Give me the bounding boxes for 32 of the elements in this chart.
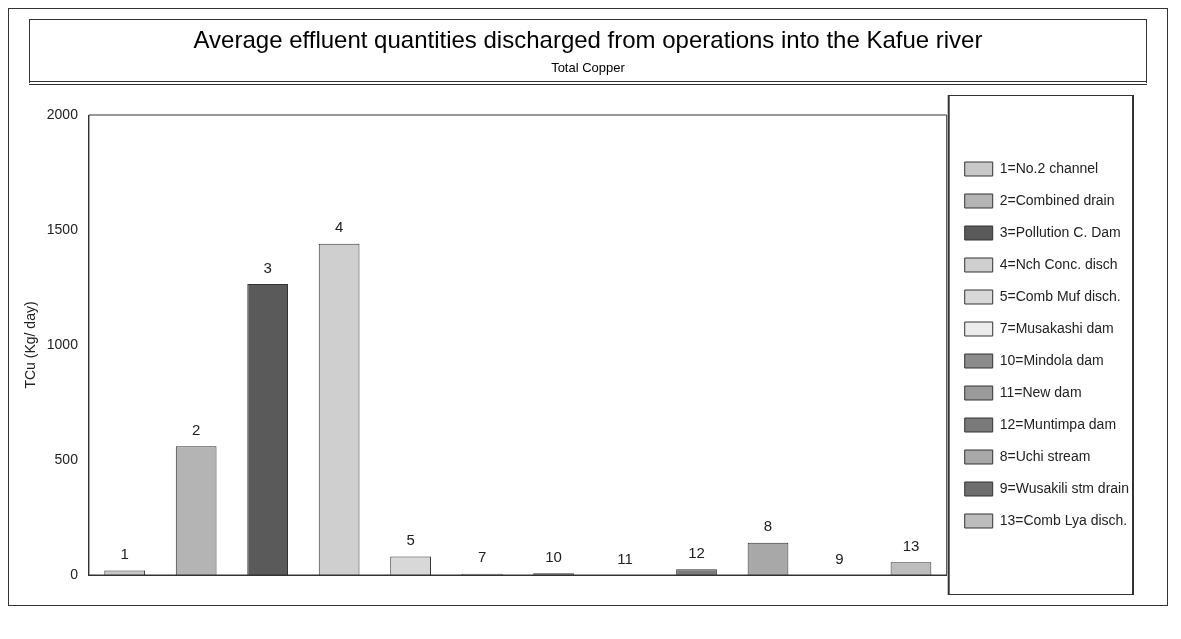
y-tick-label: 2000: [46, 105, 79, 122]
chart-subtitle: Total Copper: [550, 60, 626, 75]
legend-label: 11=New dam: [999, 383, 1082, 400]
x-tick-label: 3: [263, 258, 272, 276]
legend-label: 2=Combined drain: [999, 191, 1115, 208]
legend-label: 5=Comb Muf disch.: [999, 287, 1121, 304]
y-tick-label: 0: [70, 565, 79, 582]
x-tick-label: 10: [545, 547, 562, 565]
x-tick-label: 7: [477, 548, 487, 566]
legend-label: 1=No.2 channel: [999, 159, 1099, 176]
legend-label: 4=Nch Conc. disch: [999, 255, 1118, 272]
legend-label: 13=Comb Lya disch.: [999, 511, 1128, 528]
x-tick-label: 5: [406, 531, 415, 549]
x-tick-label: 12: [688, 543, 705, 561]
chart-title: Average effluent quantities discharged from operations into the Kafue river: [192, 26, 984, 54]
x-tick-label: 4: [334, 218, 344, 236]
x-tick-label: 8: [763, 517, 773, 535]
x-tick-label: 9: [835, 549, 844, 567]
legend-label: 10=Mindola dam: [999, 351, 1104, 368]
legend-label: 8=Uchi stream: [999, 447, 1091, 464]
x-tick-label: 13: [902, 536, 920, 554]
x-tick-label: 11: [617, 549, 633, 567]
y-tick-label: 1000: [46, 335, 79, 352]
y-tick-label: 1500: [46, 220, 79, 237]
y-axis-title: TCu (Kg/ day): [22, 301, 39, 389]
x-tick-label: 2: [191, 420, 201, 438]
legend-label: 3=Pollution C. Dam: [999, 223, 1121, 240]
y-tick-label: 500: [54, 450, 79, 467]
legend-label: 12=Muntimpa dam: [999, 415, 1117, 432]
x-tick-label: 1: [120, 545, 129, 563]
legend-label: 9=Wusakili stm drain: [999, 479, 1130, 496]
legend-label: 7=Musakashi dam: [999, 319, 1114, 336]
